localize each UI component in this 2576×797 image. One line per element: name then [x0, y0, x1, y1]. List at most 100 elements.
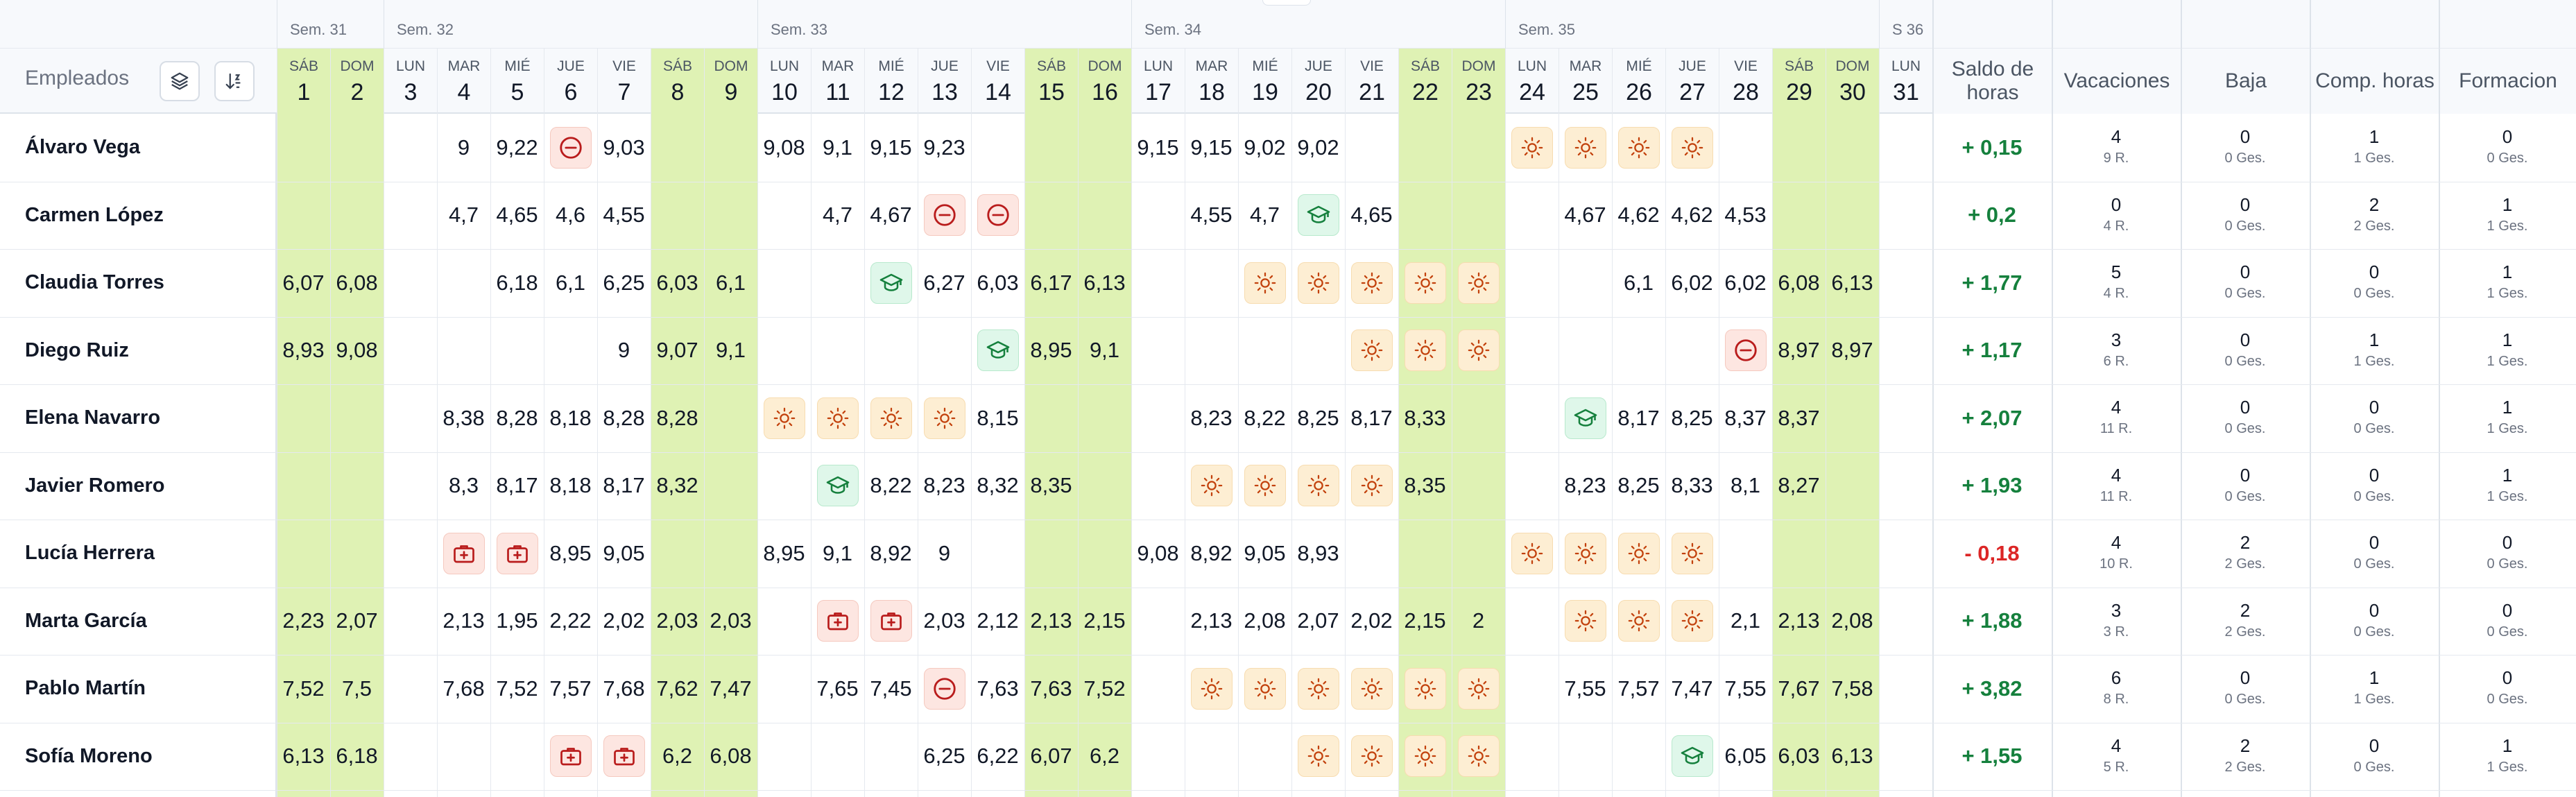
shift-cell[interactable]: 2,03 — [656, 608, 698, 633]
shift-cell[interactable] — [1398, 317, 1452, 384]
shift-cell[interactable]: 4,7 — [822, 203, 853, 227]
shift-cell[interactable] — [1345, 317, 1398, 384]
shift-cell[interactable]: 6,08 — [336, 270, 378, 295]
shift-cell[interactable] — [1291, 655, 1345, 722]
shift-cell[interactable]: 7,47 — [1671, 676, 1713, 701]
shift-cell[interactable] — [597, 723, 651, 790]
shift-cell[interactable]: 9,15 — [870, 135, 912, 160]
shift-cell[interactable]: 9,08 — [336, 338, 378, 362]
shift-cell[interactable]: 6,25 — [603, 270, 645, 295]
shift-cell[interactable]: 6,07 — [1030, 744, 1072, 768]
shift-cell[interactable]: 2,02 — [603, 608, 645, 633]
shift-cell[interactable] — [1398, 249, 1452, 316]
shift-cell[interactable]: 8,33 — [1671, 473, 1713, 497]
shift-cell[interactable] — [1665, 588, 1719, 655]
shift-cell[interactable]: 7,62 — [656, 676, 698, 701]
shift-cell[interactable] — [544, 114, 597, 181]
shift-cell[interactable] — [1185, 655, 1238, 722]
shift-cell[interactable] — [1559, 520, 1612, 587]
shift-cell[interactable]: 8,23 — [1564, 473, 1606, 497]
shift-cell[interactable]: 4,62 — [1617, 203, 1660, 227]
shift-cell[interactable]: 7,57 — [549, 676, 592, 701]
shift-cell[interactable] — [918, 384, 971, 452]
shift-cell[interactable] — [1345, 655, 1398, 722]
shift-cell[interactable]: 9,1 — [715, 338, 746, 362]
layers-button[interactable] — [160, 61, 200, 101]
shift-cell[interactable]: 8,93 — [282, 338, 325, 362]
sort-button[interactable] — [214, 61, 255, 101]
shift-cell[interactable]: 9,02 — [1297, 135, 1339, 160]
employee-name[interactable]: Claudia Torres — [25, 271, 164, 293]
shift-cell[interactable]: 6,03 — [977, 270, 1019, 295]
shift-cell[interactable]: 2,22 — [549, 608, 592, 633]
shift-cell[interactable]: 6,25 — [923, 744, 965, 768]
shift-cell[interactable]: 8,1 — [1730, 473, 1761, 497]
shift-cell[interactable] — [918, 655, 971, 722]
shift-cell[interactable]: 8,15 — [977, 405, 1019, 430]
shift-cell[interactable]: 8,23 — [923, 473, 965, 497]
shift-cell[interactable] — [811, 588, 864, 655]
shift-cell[interactable]: 4,55 — [603, 203, 645, 227]
shift-cell[interactable]: 8,17 — [1617, 405, 1660, 430]
shift-cell[interactable]: 4,65 — [1350, 203, 1393, 227]
shift-cell[interactable]: 2,07 — [1297, 608, 1339, 633]
shift-cell[interactable] — [1238, 452, 1291, 520]
shift-cell[interactable] — [1612, 114, 1665, 181]
shift-cell[interactable]: 7,68 — [603, 676, 645, 701]
shift-cell[interactable] — [1719, 317, 1772, 384]
shift-cell[interactable]: 6,13 — [1831, 270, 1873, 295]
shift-cell[interactable]: 8,38 — [443, 405, 485, 430]
shift-cell[interactable]: 6,27 — [923, 270, 965, 295]
shift-cell[interactable]: 8,97 — [1778, 338, 1820, 362]
shift-cell[interactable] — [811, 452, 864, 520]
shift-cell[interactable]: 6,1 — [715, 270, 746, 295]
shift-cell[interactable] — [1345, 452, 1398, 520]
shift-cell[interactable] — [1291, 452, 1345, 520]
employee-name[interactable]: Elena Navarro — [25, 406, 161, 429]
shift-cell[interactable]: 8,25 — [1671, 405, 1713, 430]
shift-cell[interactable] — [1452, 317, 1505, 384]
shift-cell[interactable]: 2,12 — [977, 608, 1019, 633]
shift-cell[interactable]: 7,58 — [1831, 676, 1873, 701]
shift-cell[interactable]: 8,95 — [549, 540, 592, 565]
shift-cell[interactable]: 8,33 — [1404, 405, 1446, 430]
shift-cell[interactable]: 9,02 — [1244, 135, 1286, 160]
shift-cell[interactable]: 7,52 — [496, 676, 538, 701]
shift-cell[interactable]: 6,13 — [1083, 270, 1126, 295]
shift-cell[interactable] — [437, 520, 490, 587]
shift-cell[interactable]: 8,18 — [549, 405, 592, 430]
shift-cell[interactable] — [1185, 452, 1238, 520]
shift-cell[interactable]: 7,65 — [816, 676, 859, 701]
shift-cell[interactable]: 9,05 — [603, 540, 645, 565]
shift-cell[interactable]: 9,1 — [822, 540, 853, 565]
shift-cell[interactable]: 2,15 — [1404, 608, 1446, 633]
shift-cell[interactable] — [544, 723, 597, 790]
shift-cell[interactable] — [1398, 655, 1452, 722]
shift-cell[interactable] — [918, 182, 971, 249]
shift-cell[interactable]: 4,67 — [1564, 203, 1606, 227]
shift-cell[interactable]: 7,47 — [710, 676, 752, 701]
shift-cell[interactable]: 7,63 — [1030, 676, 1072, 701]
shift-cell[interactable]: 9,22 — [496, 135, 538, 160]
shift-cell[interactable]: 8,17 — [496, 473, 538, 497]
shift-cell[interactable]: 8,95 — [763, 540, 805, 565]
shift-cell[interactable] — [971, 317, 1024, 384]
shift-cell[interactable]: 7,5 — [341, 676, 372, 701]
shift-cell[interactable]: 9 — [457, 135, 470, 160]
shift-cell[interactable]: 8,17 — [1350, 405, 1393, 430]
shift-cell[interactable]: 8,92 — [870, 540, 912, 565]
shift-cell[interactable]: 9,1 — [822, 135, 853, 160]
shift-cell[interactable]: 8,28 — [603, 405, 645, 430]
shift-cell[interactable]: 7,45 — [870, 676, 912, 701]
shift-cell[interactable]: 6,08 — [710, 744, 752, 768]
shift-cell[interactable]: 9,15 — [1190, 135, 1233, 160]
shift-cell[interactable]: 6,05 — [1724, 744, 1767, 768]
shift-cell[interactable]: 6,02 — [1724, 270, 1767, 295]
employee-name[interactable]: Sofía Moreno — [25, 744, 153, 767]
shift-cell[interactable] — [1238, 655, 1291, 722]
shift-cell[interactable] — [1238, 249, 1291, 316]
shift-cell[interactable] — [1291, 249, 1345, 316]
shift-cell[interactable]: 2,03 — [923, 608, 965, 633]
shift-cell[interactable]: 8,18 — [549, 473, 592, 497]
shift-cell[interactable]: 7,55 — [1724, 676, 1767, 701]
